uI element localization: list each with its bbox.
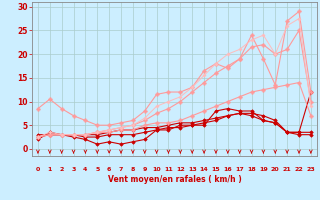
X-axis label: Vent moyen/en rafales ( km/h ): Vent moyen/en rafales ( km/h ) [108,175,241,184]
